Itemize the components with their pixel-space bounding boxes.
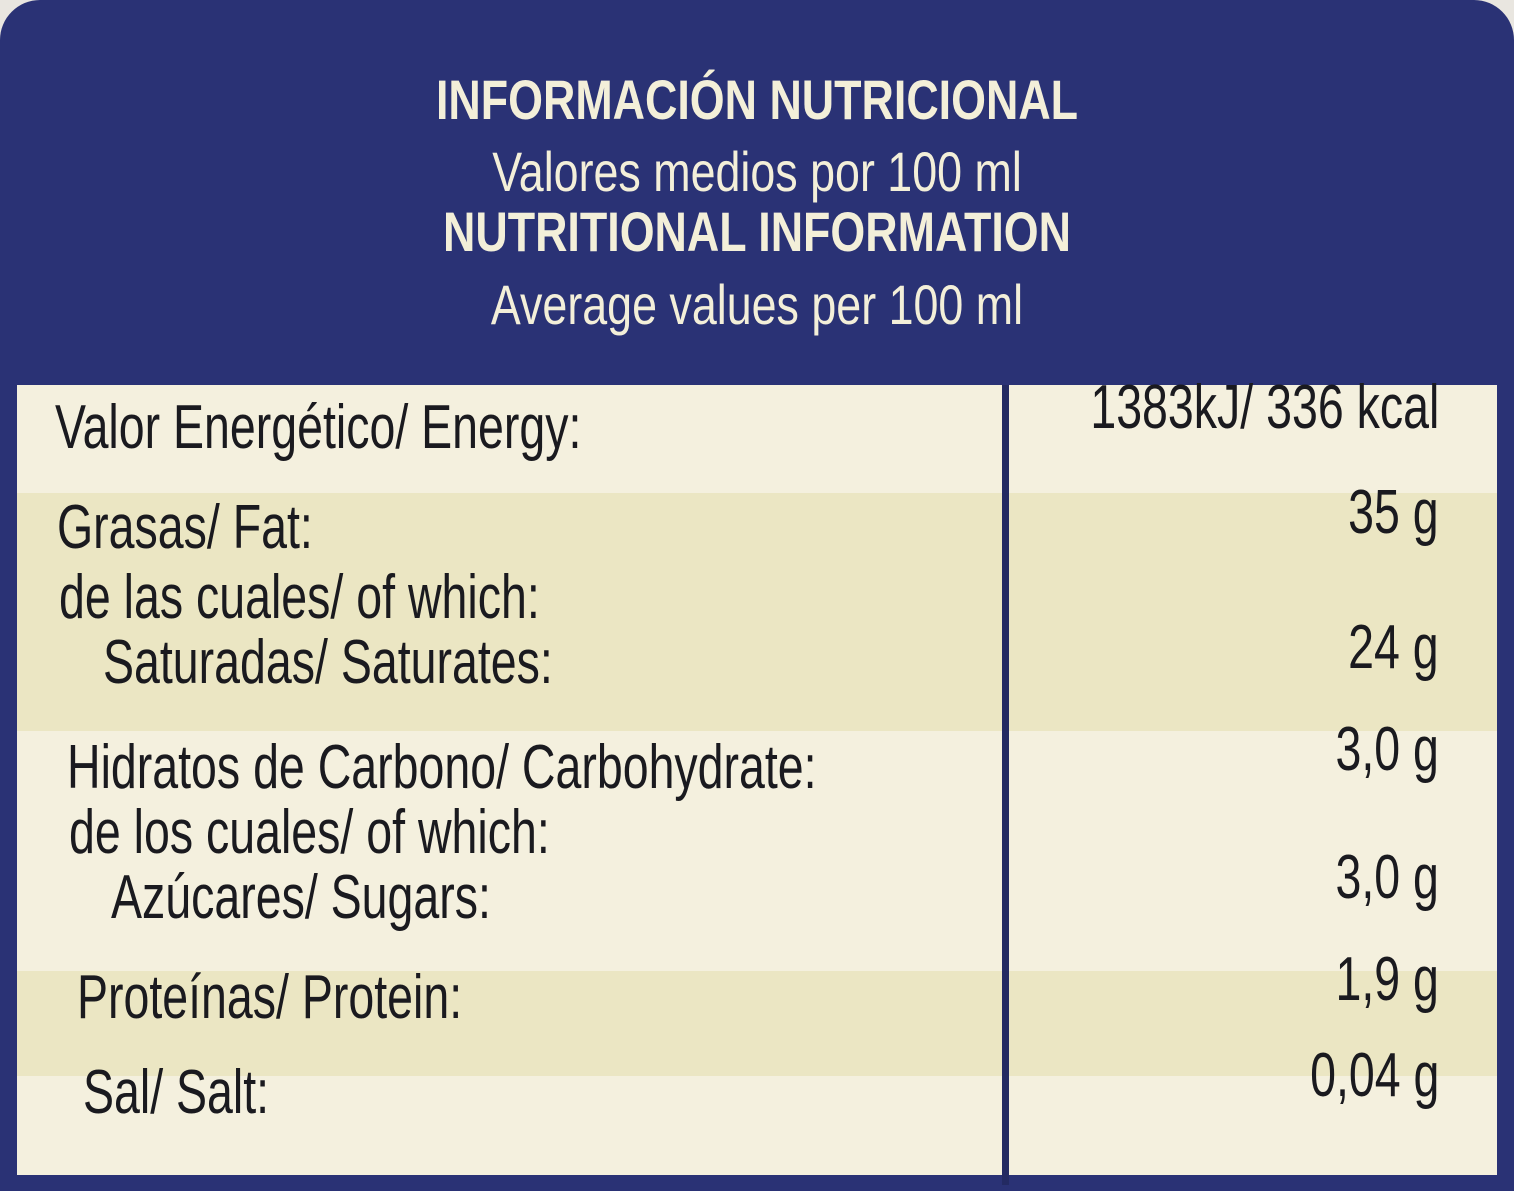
nutrient-value: 3,0 g — [1335, 843, 1439, 912]
nutrient-label: Valor Energético/ Energy: — [55, 393, 582, 462]
row-band — [17, 493, 1497, 731]
title-es: INFORMACIÓN NUTRICIONAL — [435, 68, 1079, 131]
nutrient-label: Hidratos de Carbono/ Carbohydrate: — [67, 733, 817, 802]
nutrient-label: Azúcares/ Sugars: — [111, 863, 491, 932]
nutrient-value: 1383kJ/ 336 kcal — [1090, 373, 1439, 442]
nutrient-label: Proteínas/ Protein: — [77, 963, 463, 1032]
nutrient-value: 1,9 g — [1335, 945, 1439, 1014]
title-en: NUTRITIONAL INFORMATION — [443, 200, 1071, 263]
subtitle-es: Valores medios por 100 ml — [492, 140, 1022, 203]
column-divider — [1002, 385, 1009, 1185]
nutrition-table: Valor Energético/ Energy: 1383kJ/ 336 kca… — [12, 373, 1502, 1185]
nutrient-value: 35 g — [1348, 478, 1439, 547]
nutrient-label: Saturadas/ Saturates: — [103, 628, 553, 697]
nutrient-value: 24 g — [1348, 613, 1439, 682]
nutrient-label: Sal/ Salt: — [83, 1058, 270, 1127]
subtitle-en: Average values per 100 ml — [490, 273, 1024, 336]
row-band — [17, 971, 1497, 1076]
nutrient-label: de los cuales/ of which: — [69, 798, 550, 867]
nutrient-label: de las cuales/ of which: — [59, 563, 540, 632]
nutrient-value: 3,0 g — [1335, 715, 1439, 784]
nutrient-value: 0,04 g — [1309, 1041, 1439, 1110]
nutrient-label: Grasas/ Fat: — [57, 493, 313, 562]
